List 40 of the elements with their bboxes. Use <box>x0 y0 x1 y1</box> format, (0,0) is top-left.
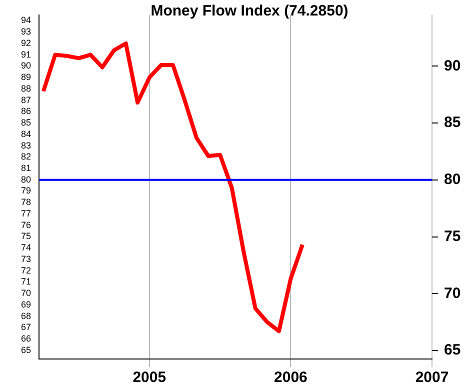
y-tick-label: 68 <box>20 310 31 321</box>
y-tick-label: 67 <box>20 322 31 332</box>
y-tick-label: 89 <box>20 72 31 82</box>
y-tick-label: 80 <box>20 174 31 184</box>
y-tick-label: 86 <box>20 106 31 116</box>
y-tick-label: 69 <box>20 299 31 310</box>
x-tick-label: 2006 <box>274 369 308 385</box>
y-tick-label: 84 <box>20 128 31 139</box>
y-tick-label: 74 <box>20 242 31 253</box>
y-tick-label: 91 <box>20 49 31 60</box>
y2-tick-label: 75 <box>444 228 461 245</box>
y-tick-label: 77 <box>20 208 31 218</box>
y2-tick-label: 80 <box>444 171 461 188</box>
y-tick-label: 85 <box>20 118 31 128</box>
y-tick-label: 66 <box>20 334 31 344</box>
y-tick-label: 72 <box>20 265 31 276</box>
y-tick-label: 92 <box>20 38 31 48</box>
y-tick-label: 93 <box>20 26 31 37</box>
x-tick-label: 2007 <box>415 369 449 385</box>
y-tick-label: 82 <box>20 152 31 162</box>
x-tick-label: 2005 <box>132 369 166 385</box>
y2-tick-label: 65 <box>444 342 461 359</box>
y2-tick-label: 85 <box>444 114 461 132</box>
y-tick-label: 71 <box>20 276 31 287</box>
y-tick-label: 81 <box>20 163 31 174</box>
y-tick-label: 90 <box>20 60 31 71</box>
y-tick-label: 87 <box>20 94 31 105</box>
y-tick-label: 83 <box>20 140 31 150</box>
y-tick-label: 79 <box>20 186 31 196</box>
chart-title: Money Flow Index (74.2850) <box>150 2 348 20</box>
y-tick-label: 94 <box>20 15 31 26</box>
y-tick-label: 73 <box>20 254 31 264</box>
y2-tick-label: 70 <box>444 284 461 302</box>
y-tick-label: 76 <box>20 220 31 230</box>
y-tick-label: 65 <box>20 344 31 355</box>
y2-tick-label: 90 <box>444 57 461 74</box>
y-tick-label: 75 <box>20 231 31 242</box>
y-tick-label: 78 <box>20 197 31 208</box>
y-tick-label: 88 <box>20 83 31 94</box>
y-tick-label: 70 <box>20 288 31 298</box>
